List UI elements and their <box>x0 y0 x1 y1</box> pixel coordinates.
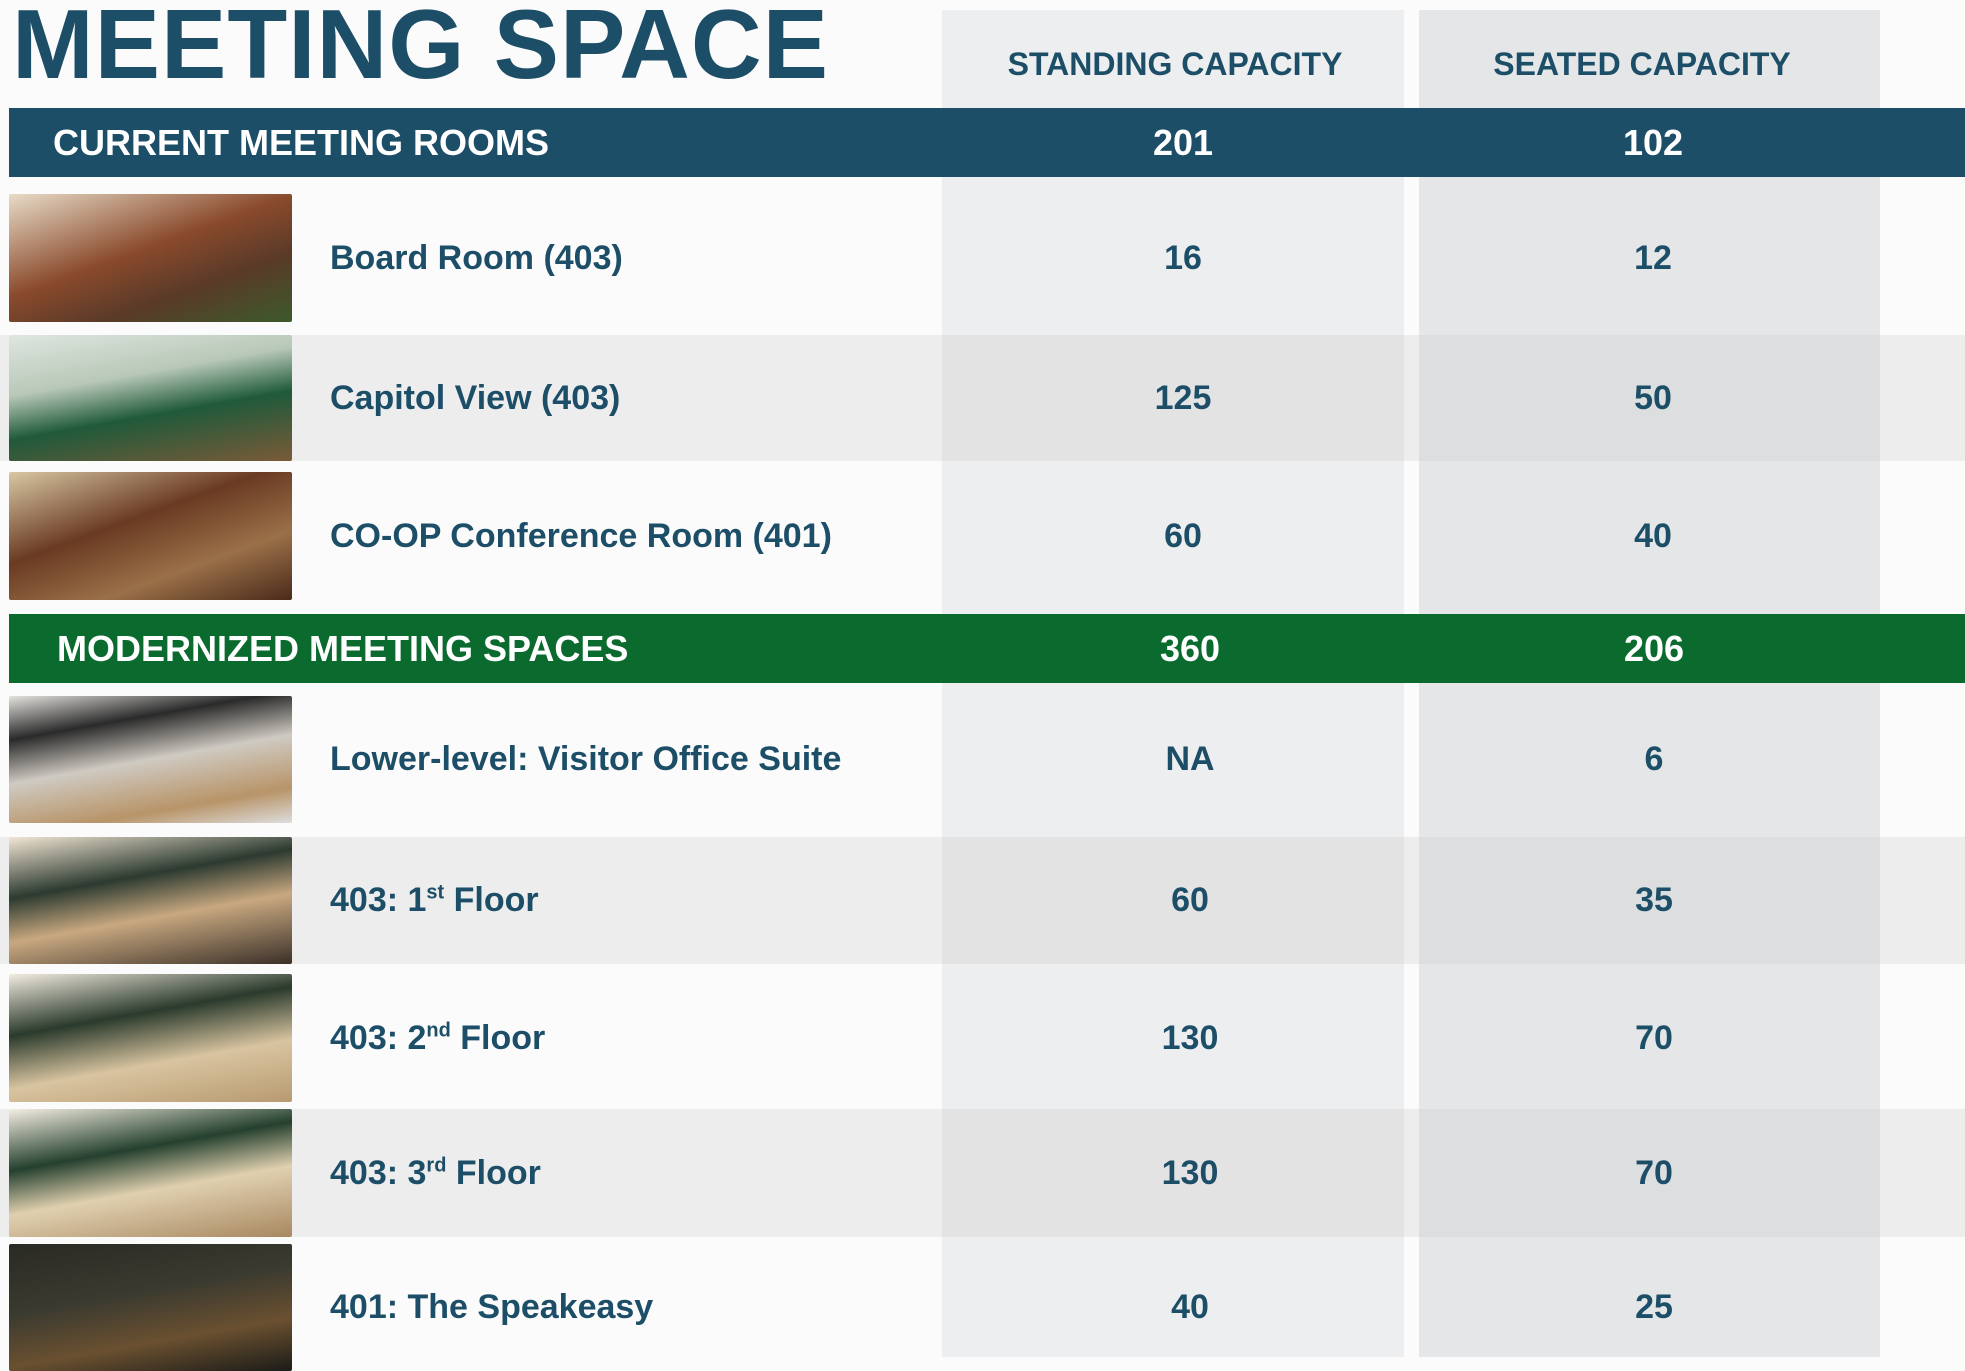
standing-capacity: 125 <box>1083 379 1283 418</box>
table-row: Capitol View (403) 125 50 <box>0 335 1965 461</box>
table-row: Board Room (403) 16 12 <box>0 194 1965 322</box>
section-standing: 360 <box>1090 628 1290 670</box>
section-header: MODERNIZED MEETING SPACES 360 206 <box>9 614 1965 683</box>
section-title: MODERNIZED MEETING SPACES <box>57 628 628 670</box>
room-name-part: 403: 3 <box>330 1154 426 1192</box>
seated-capacity: 25 <box>1554 1288 1754 1327</box>
section-header: CURRENT MEETING ROOMS 201 102 <box>9 108 1965 177</box>
table-row: Lower-level: Visitor Office Suite NA 6 <box>0 696 1965 823</box>
standing-capacity: 60 <box>1090 881 1290 920</box>
page: MEETING SPACE STANDING CAPACITY SEATED C… <box>0 0 1965 1371</box>
section-title: CURRENT MEETING ROOMS <box>53 122 549 164</box>
room-photo <box>9 194 292 322</box>
seated-capacity: 70 <box>1554 1019 1754 1058</box>
room-name-part: Floor <box>444 881 538 919</box>
page-title: MEETING SPACE <box>12 0 829 94</box>
seated-capacity: 35 <box>1554 881 1754 920</box>
table-row: 403: 3rd Floor 130 70 <box>0 1109 1965 1237</box>
table-row: 403: 2nd Floor 130 70 <box>0 974 1965 1102</box>
room-name-part: Floor <box>451 1019 545 1057</box>
standing-capacity: 60 <box>1083 517 1283 556</box>
room-name-part: 403: 2 <box>330 1019 426 1057</box>
room-photo <box>9 1244 292 1371</box>
table-row: 401: The Speakeasy 40 25 <box>0 1244 1965 1371</box>
column-header: STANDING CAPACITY <box>945 44 1405 84</box>
seated-capacity: 12 <box>1553 239 1753 278</box>
room-photo <box>9 974 292 1102</box>
table-row: CO-OP Conference Room (401) 60 40 <box>0 472 1965 600</box>
section-seated: 102 <box>1553 122 1753 164</box>
room-name: 403: 1st Floor <box>330 881 539 920</box>
room-photo <box>9 472 292 600</box>
standing-capacity: NA <box>1090 740 1290 779</box>
room-name-part: 403: 1 <box>330 881 426 919</box>
room-photo <box>9 696 292 823</box>
room-name-sup: st <box>426 882 444 904</box>
seated-capacity: 50 <box>1553 379 1753 418</box>
room-name: Lower-level: Visitor Office Suite <box>330 740 841 779</box>
room-photo <box>9 837 292 964</box>
room-photo <box>9 335 292 461</box>
room-name: 403: 2nd Floor <box>330 1019 545 1058</box>
room-name: Board Room (403) <box>330 239 623 278</box>
column-header: SEATED CAPACITY <box>1412 44 1872 84</box>
seated-capacity: 40 <box>1553 517 1753 556</box>
room-name-sup: rd <box>426 1154 446 1176</box>
standing-capacity: 40 <box>1090 1288 1290 1327</box>
table-row: 403: 1st Floor 60 35 <box>0 837 1965 964</box>
room-name-sup: nd <box>426 1019 450 1041</box>
room-name: 401: The Speakeasy <box>330 1288 653 1327</box>
room-name: CO-OP Conference Room (401) <box>330 517 832 556</box>
room-name: Capitol View (403) <box>330 379 620 418</box>
seated-capacity: 6 <box>1554 740 1754 779</box>
room-name-part: Floor <box>446 1154 540 1192</box>
standing-capacity: 130 <box>1090 1154 1290 1193</box>
room-photo <box>9 1109 292 1237</box>
standing-capacity: 16 <box>1083 239 1283 278</box>
standing-capacity: 130 <box>1090 1019 1290 1058</box>
room-name: 403: 3rd Floor <box>330 1154 541 1193</box>
seated-capacity: 70 <box>1554 1154 1754 1193</box>
section-standing: 201 <box>1083 122 1283 164</box>
section-seated: 206 <box>1554 628 1754 670</box>
